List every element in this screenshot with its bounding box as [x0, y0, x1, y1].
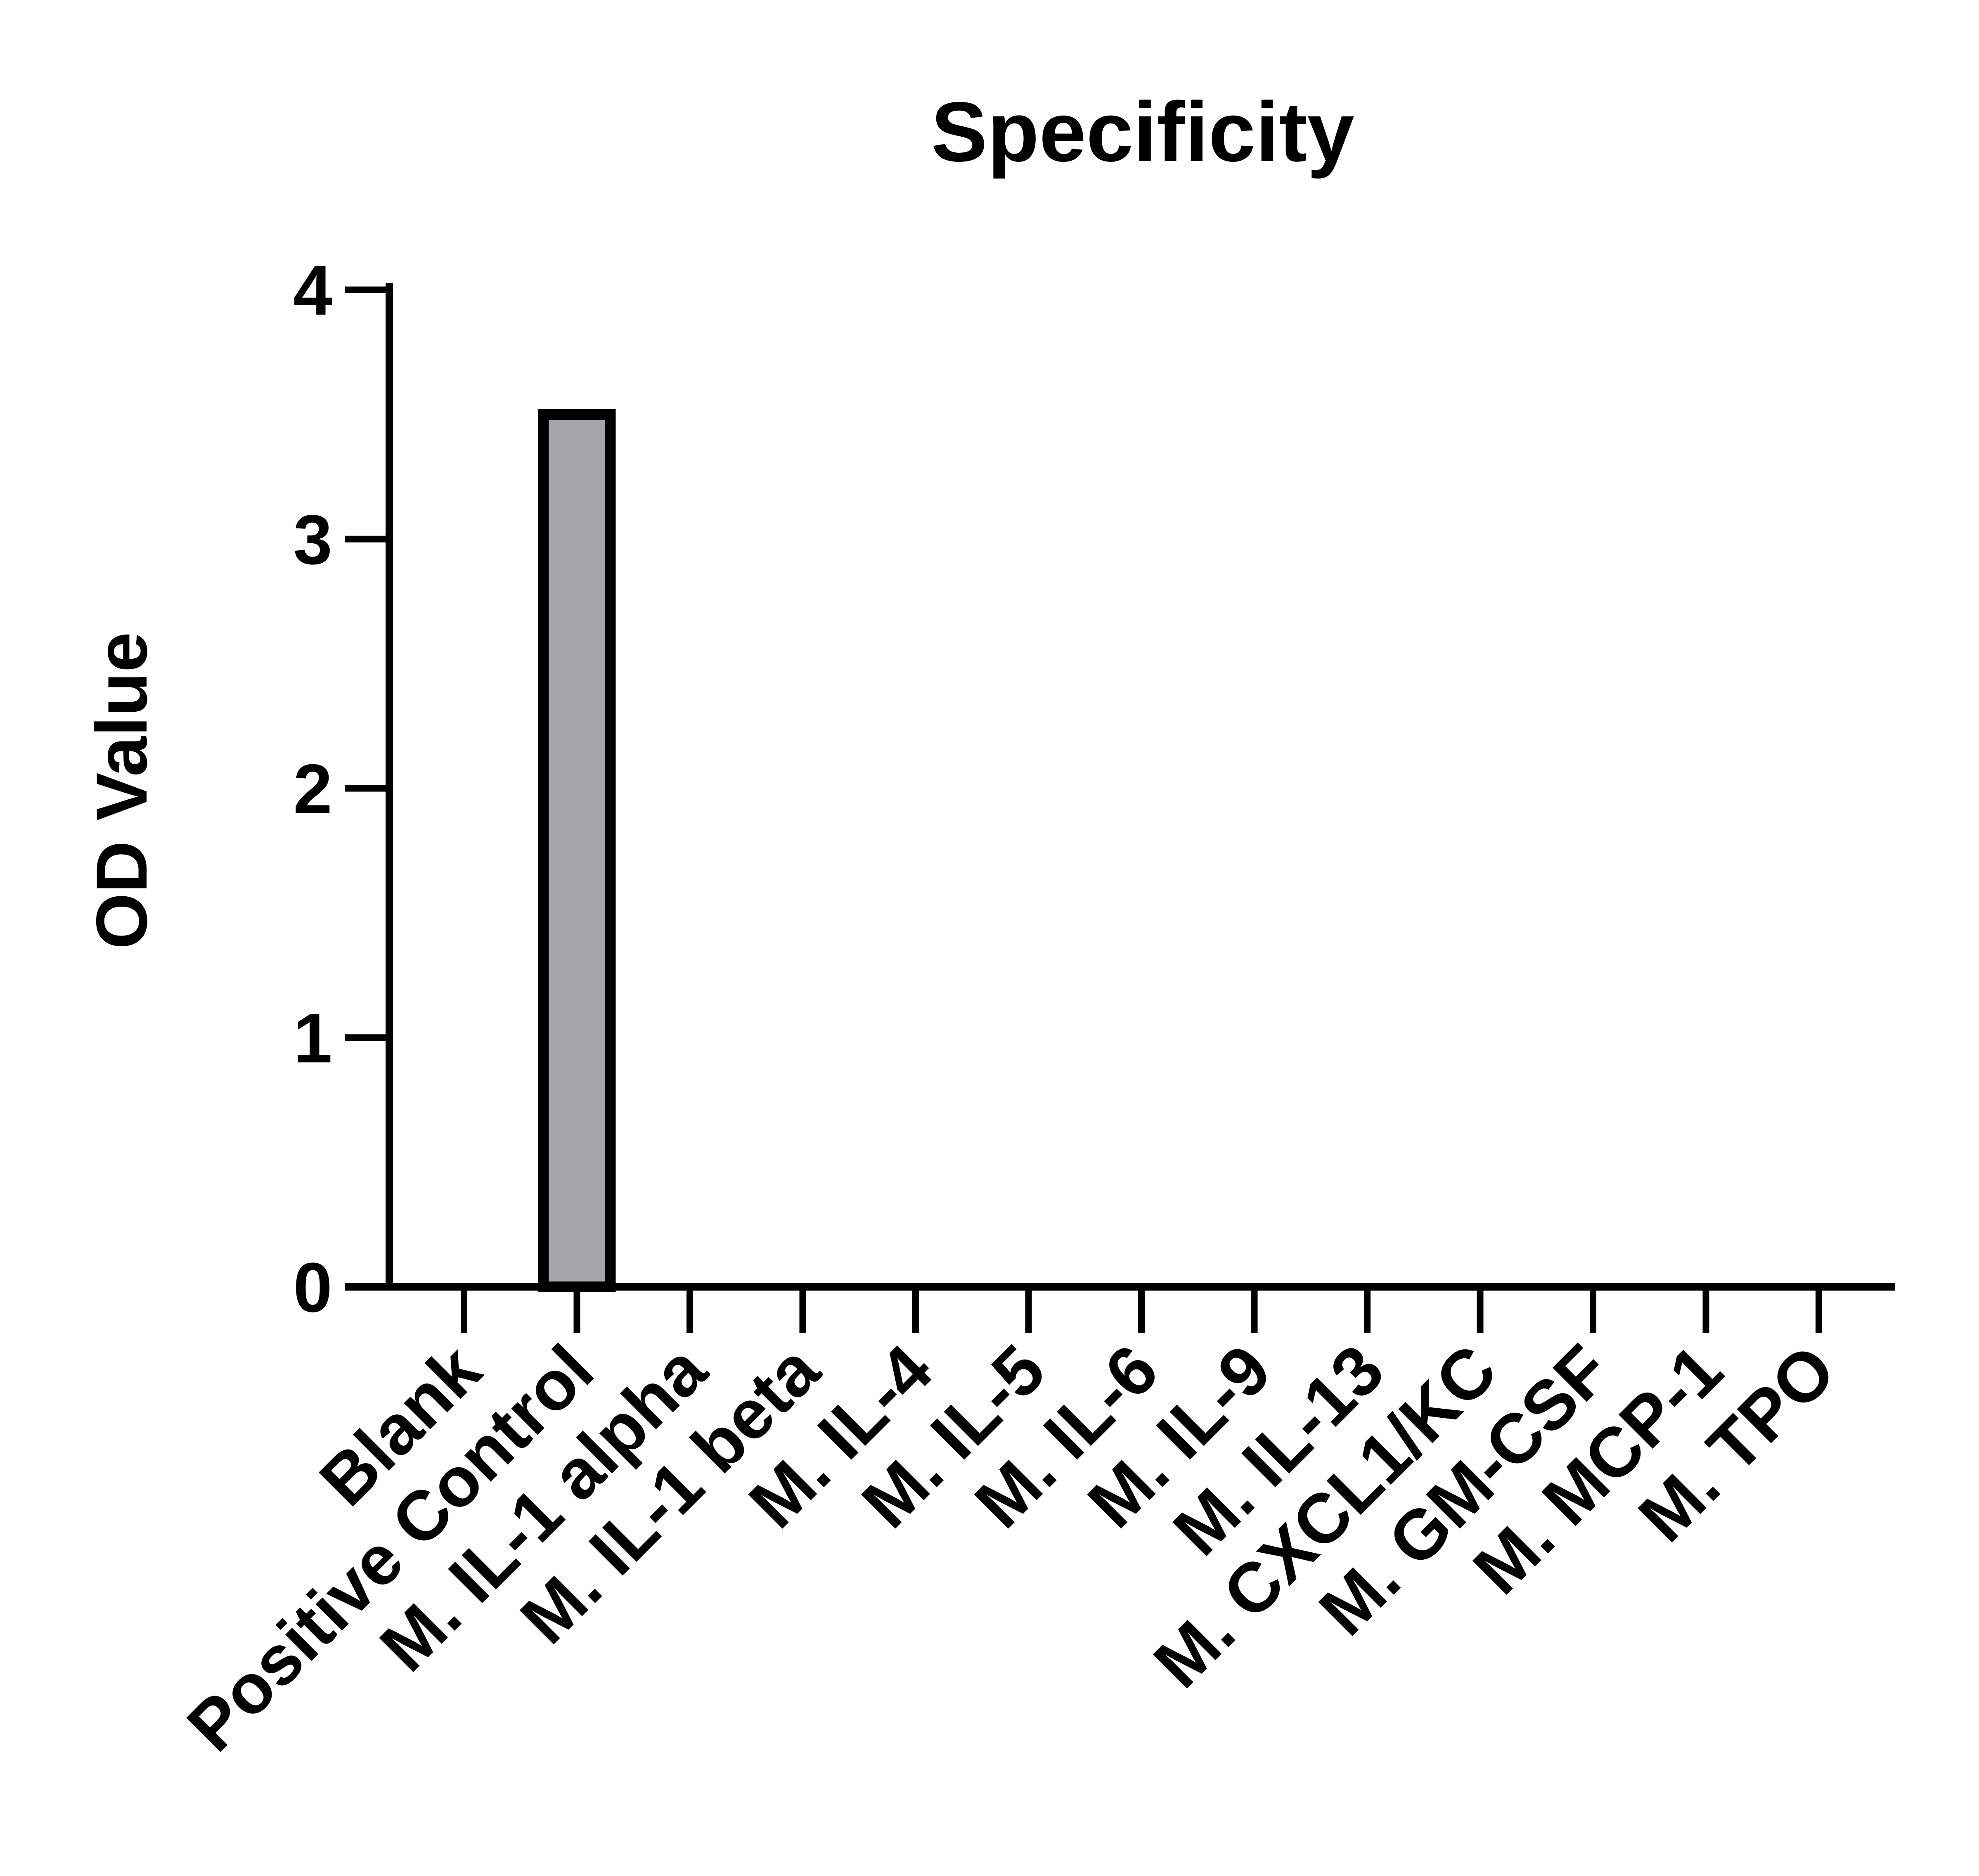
bars-group	[538, 409, 616, 1292]
y-axis-label: OD Value	[82, 632, 162, 949]
y-tick-label: 0	[293, 1248, 332, 1327]
chart-title: Specificity	[931, 85, 1354, 179]
bar-positive-control	[538, 409, 616, 1292]
y-tick-label: 3	[293, 501, 332, 579]
y-tick-label: 2	[293, 750, 332, 829]
y-tick-label: 4	[293, 251, 332, 330]
y-tick-label: 1	[293, 999, 332, 1078]
y-axis-ticks: 0 1 2 3 4	[293, 251, 389, 1327]
